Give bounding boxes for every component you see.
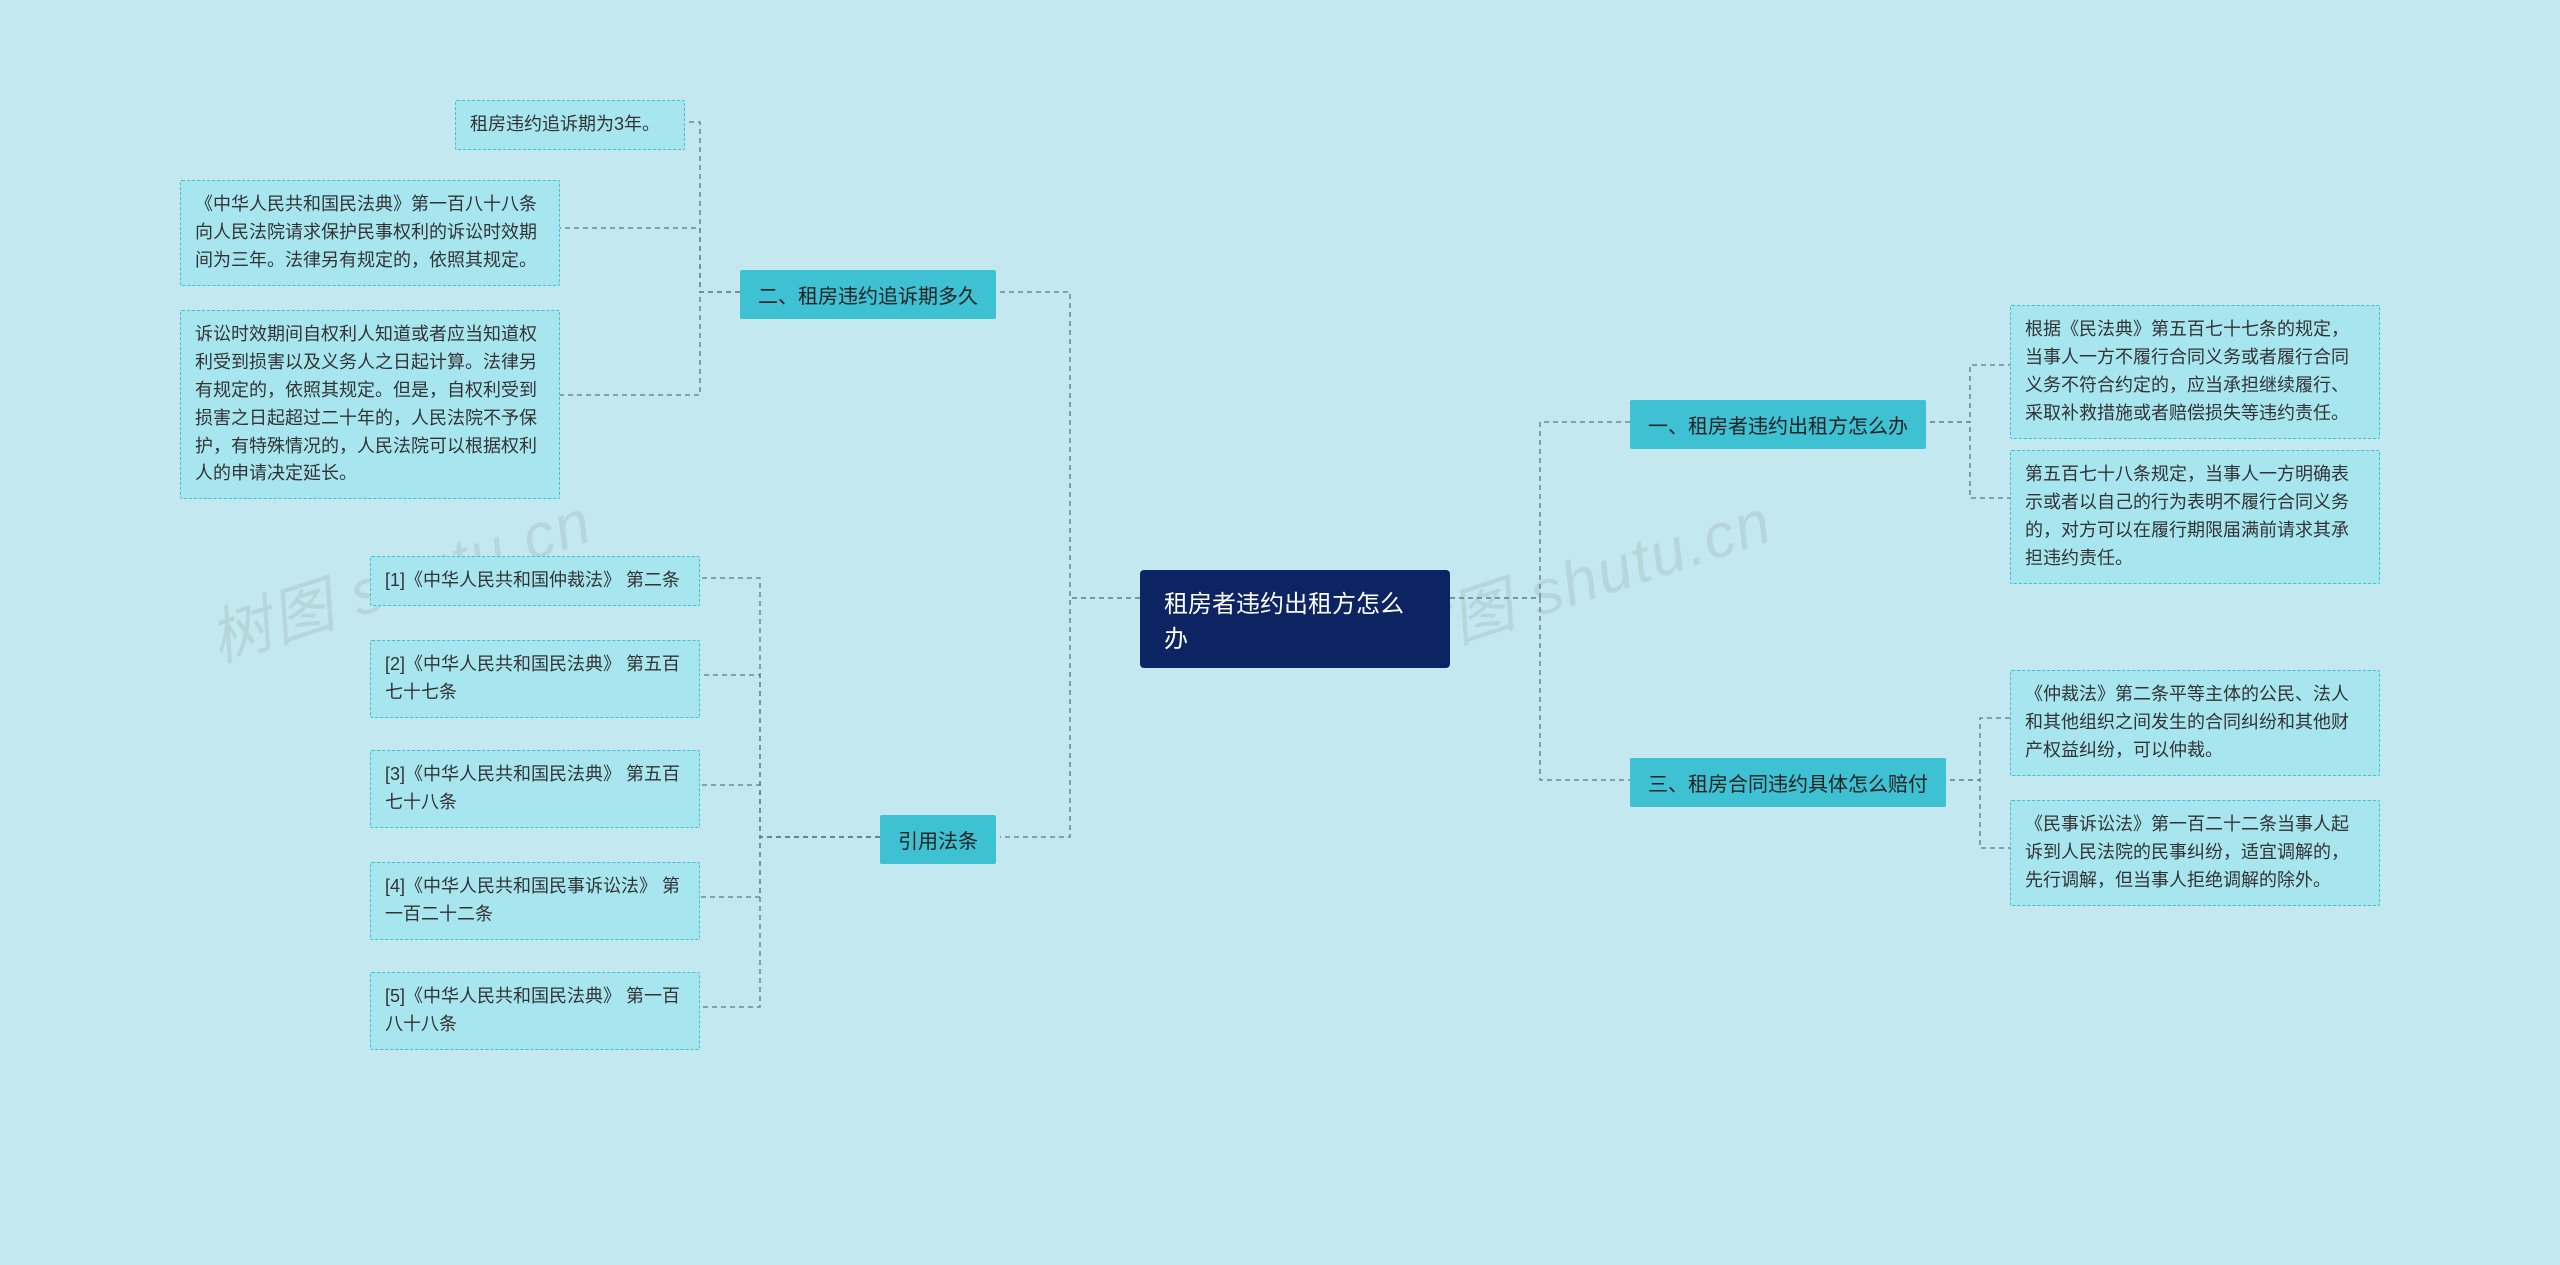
- leaf-node: [1]《中华人民共和国仲裁法》 第二条: [370, 556, 700, 606]
- root-node[interactable]: 租房者违约出租方怎么办: [1140, 570, 1450, 668]
- leaf-node: [2]《中华人民共和国民法典》 第五百七十七条: [370, 640, 700, 718]
- leaf-node: 根据《民法典》第五百七十七条的规定，当事人一方不履行合同义务或者履行合同义务不符…: [2010, 305, 2380, 439]
- leaf-node: 《仲裁法》第二条平等主体的公民、法人和其他组织之间发生的合同纠纷和其他财产权益纠…: [2010, 670, 2380, 776]
- leaf-node: [4]《中华人民共和国民事诉讼法》 第一百二十二条: [370, 862, 700, 940]
- leaf-node: 《民事诉讼法》第一百二十二条当事人起诉到人民法院的民事纠纷，适宜调解的，先行调解…: [2010, 800, 2380, 906]
- branch-section-3[interactable]: 三、租房合同违约具体怎么赔付: [1630, 758, 1946, 807]
- leaf-node: 第五百七十八条规定，当事人一方明确表示或者以自己的行为表明不履行合同义务的，对方…: [2010, 450, 2380, 584]
- branch-references[interactable]: 引用法条: [880, 815, 996, 864]
- leaf-node: 诉讼时效期间自权利人知道或者应当知道权利受到损害以及义务人之日起计算。法律另有规…: [180, 310, 560, 499]
- leaf-node: 《中华人民共和国民法典》第一百八十八条向人民法院请求保护民事权利的诉讼时效期间为…: [180, 180, 560, 286]
- leaf-node: 租房违约追诉期为3年。: [455, 100, 685, 150]
- branch-section-1[interactable]: 一、租房者违约出租方怎么办: [1630, 400, 1926, 449]
- leaf-node: [5]《中华人民共和国民法典》 第一百八十八条: [370, 972, 700, 1050]
- branch-section-2[interactable]: 二、租房违约追诉期多久: [740, 270, 996, 319]
- leaf-node: [3]《中华人民共和国民法典》 第五百七十八条: [370, 750, 700, 828]
